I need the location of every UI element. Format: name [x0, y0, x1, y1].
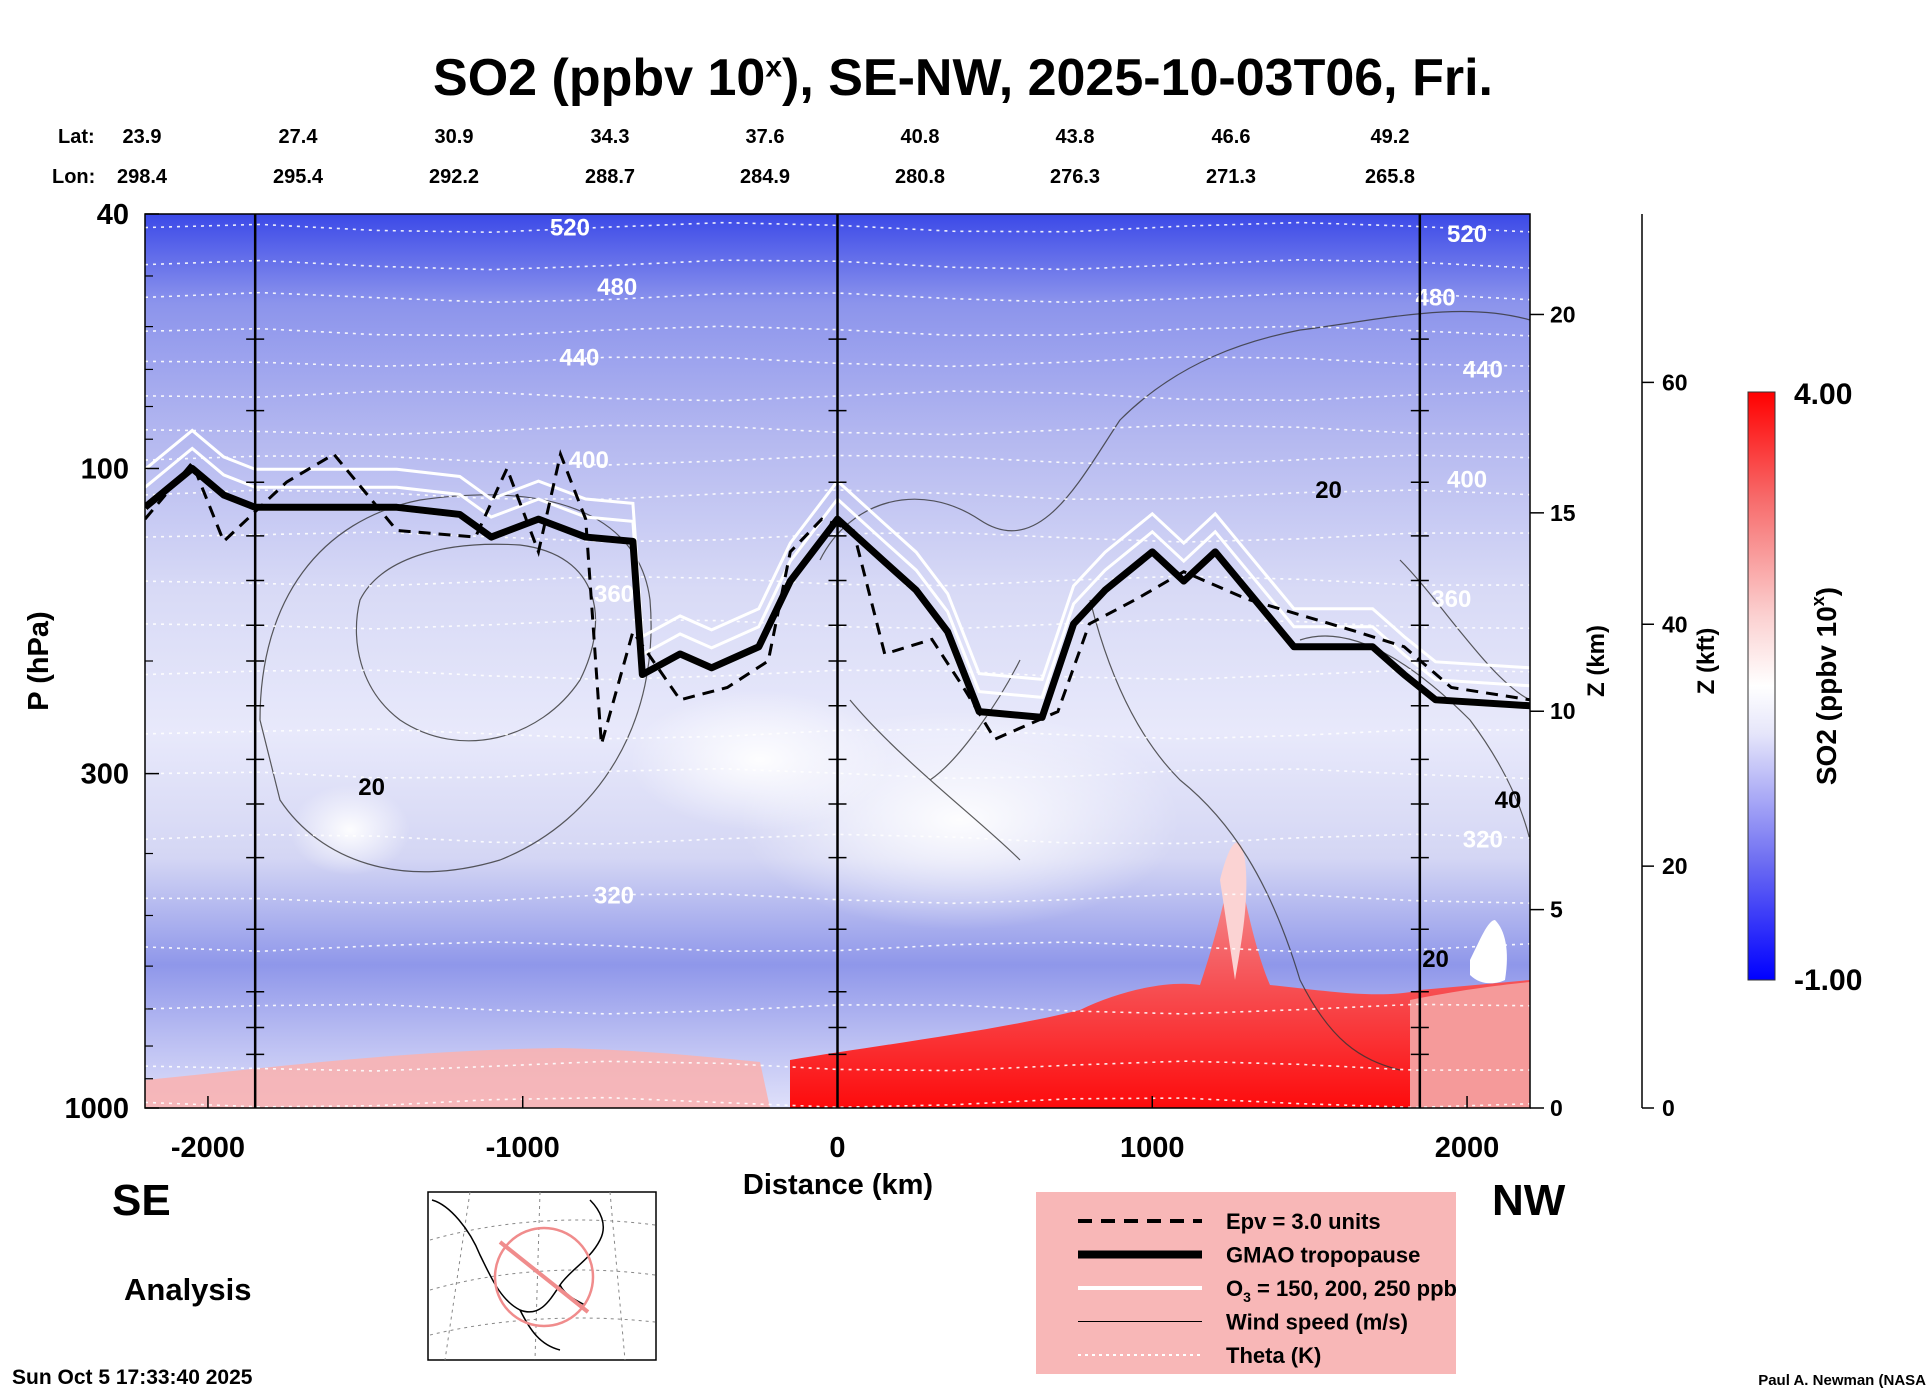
- timestamp: Sun Oct 5 17:33:40 2025: [12, 1366, 253, 1389]
- theta-label: 360: [1431, 586, 1471, 613]
- lon-row-label: Lon:: [52, 166, 95, 188]
- legend: Epv = 3.0 units GMAO tropopause O3 = 150, …: [1036, 1192, 1457, 1374]
- theta-contour: [145, 728, 1530, 740]
- theta-label: 440: [559, 344, 599, 371]
- theta-contour: [145, 1060, 1530, 1072]
- theta-contour: [145, 669, 1530, 681]
- theta-contour: [145, 531, 1530, 543]
- theta-contour: [145, 1096, 1530, 1108]
- lon-value: 284.9: [740, 166, 790, 188]
- legend-label: O3 = 150, 200, 250 ppb: [1226, 1276, 1457, 1305]
- x-tick-label: -2000: [171, 1132, 245, 1164]
- wind-speed-label: 20: [1422, 946, 1449, 973]
- z-km-tick-label: 10: [1550, 698, 1576, 724]
- theta-contour: [145, 1003, 1530, 1015]
- y-tick-label: 1000: [64, 1093, 129, 1125]
- lon-value: 298.4: [117, 166, 168, 188]
- lon-value: 292.2: [429, 166, 479, 188]
- theta-label: 360: [594, 581, 634, 608]
- theta-label: 400: [569, 447, 609, 474]
- theta-contour: [145, 424, 1530, 436]
- lat-value: 43.8: [1056, 126, 1095, 148]
- theta-label: 320: [594, 882, 634, 909]
- lon-value: 271.3: [1206, 166, 1256, 188]
- lat-value: 40.8: [901, 126, 940, 148]
- y-tick-label: 40: [97, 199, 129, 231]
- theta-label: 320: [1463, 826, 1503, 853]
- colorbar-title: SO2 (ppbv 10x): [1808, 587, 1842, 785]
- x-tick-label: 0: [829, 1132, 845, 1164]
- theta-label: 480: [597, 274, 637, 301]
- wind-speed-label: 20: [358, 774, 385, 801]
- x-tick-label: -1000: [486, 1132, 560, 1164]
- direction-right-label: NW: [1492, 1176, 1566, 1225]
- theta-label: 520: [550, 215, 590, 242]
- theta-contour: [145, 833, 1530, 845]
- lat-value: 27.4: [279, 126, 319, 148]
- y-tick-label: 100: [81, 453, 129, 485]
- lat-value: 23.9: [123, 126, 162, 148]
- lon-value: 288.7: [585, 166, 635, 188]
- wind-speed-label: 40: [1495, 787, 1522, 814]
- theta-contour: [145, 454, 1530, 466]
- legend-label: Theta (K): [1226, 1343, 1321, 1368]
- theta-contour: [145, 767, 1530, 780]
- lat-value: 49.2: [1371, 126, 1410, 148]
- y-axis-label: P (hPa): [23, 611, 55, 710]
- z-km-tick-label: 15: [1550, 500, 1576, 526]
- z-km-tick-label: 20: [1550, 301, 1576, 327]
- z-kft-tick-label: 20: [1662, 853, 1688, 879]
- theta-contour: [145, 618, 1530, 630]
- legend-label: Epv = 3.0 units: [1226, 1209, 1381, 1234]
- lon-value: 280.8: [895, 166, 945, 188]
- theta-contour: [145, 221, 1530, 234]
- y-tick-label: 300: [81, 759, 129, 791]
- theta-label: 480: [1416, 284, 1456, 311]
- analysis-label: Analysis: [124, 1272, 252, 1307]
- lon-value: 295.4: [273, 166, 324, 188]
- x-axis-label: Distance (km): [743, 1169, 933, 1201]
- theta-label: 440: [1463, 356, 1503, 383]
- colorbar-max-label: 4.00: [1794, 378, 1852, 411]
- inset-map: [427, 1191, 657, 1361]
- z-kft-tick-label: 0: [1662, 1095, 1675, 1121]
- lat-value: 34.3: [591, 126, 630, 148]
- x-tick-label: 2000: [1435, 1132, 1500, 1164]
- chart-title: SO2 (ppbv 10x), SE-NW, 2025-10-03T06, Fr…: [433, 49, 1493, 107]
- direction-left-label: SE: [112, 1176, 171, 1225]
- z-kft-axis-label: Z (kft): [1693, 628, 1720, 695]
- x-tick-label: 1000: [1120, 1132, 1185, 1164]
- theta-label: 400: [1447, 466, 1487, 493]
- theta-contour: [145, 575, 1530, 587]
- z-km-tick-label: 5: [1550, 897, 1563, 923]
- z-kft-tick-label: 40: [1662, 611, 1688, 637]
- wind-speed-label: 20: [1315, 477, 1342, 504]
- lon-value: 265.8: [1365, 166, 1415, 188]
- legend-label: Wind speed (m/s): [1226, 1310, 1408, 1335]
- lat-value: 46.6: [1212, 126, 1251, 148]
- theta-contour: [145, 355, 1530, 368]
- theta-label: 520: [1447, 221, 1487, 248]
- z-km-axis-label: Z (km): [1583, 625, 1610, 697]
- theta-contour: [145, 893, 1530, 905]
- lat-value: 30.9: [435, 126, 474, 148]
- legend-label: GMAO tropopause: [1226, 1243, 1420, 1268]
- theta-contour: [145, 325, 1530, 337]
- z-kft-tick-label: 60: [1662, 369, 1688, 395]
- lat-value: 37.6: [746, 126, 785, 148]
- z-km-tick-label: 0: [1550, 1095, 1563, 1121]
- lat-row-label: Lat:: [58, 126, 95, 148]
- colorbar-min-label: -1.00: [1794, 964, 1862, 997]
- theta-contour: [145, 390, 1530, 402]
- colorbar: [1747, 391, 1776, 981]
- lon-value: 276.3: [1050, 166, 1100, 188]
- author-credit: Paul A. Newman (NASA: [1758, 1372, 1926, 1389]
